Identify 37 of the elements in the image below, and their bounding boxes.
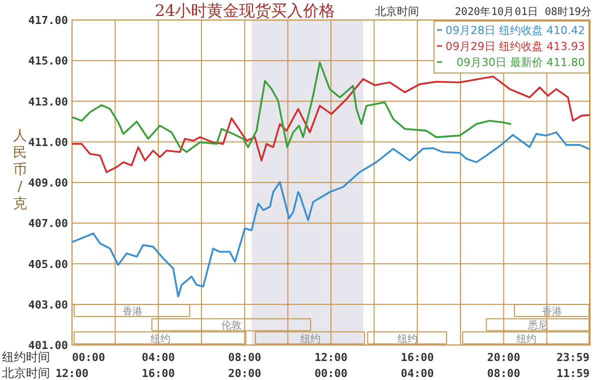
y-tick-label: 409.00 <box>28 176 68 190</box>
x2-tick-label: 16:00 <box>142 367 175 380</box>
annotation: 伦敦 <box>222 320 242 332</box>
chart-subtitle: 北京时间 <box>375 5 419 18</box>
x-tick-label: 08:00 <box>228 351 262 364</box>
x2-tick-label: 11:59 <box>556 367 590 380</box>
x2-tick-label: 20:00 <box>228 367 262 380</box>
y-tick-label: 415.00 <box>28 54 68 68</box>
y-tick-label: 407.00 <box>28 217 68 230</box>
x-tick-label: 23:59 <box>556 351 590 364</box>
x2-tick-label: 12:00 <box>55 367 89 380</box>
y-tick-label: 405.00 <box>28 258 68 271</box>
x-tick-label: 00:00 <box>72 351 106 364</box>
x-tick-label: 12:00 <box>314 351 348 364</box>
y-tick-label: 401.00 <box>28 339 68 352</box>
annotation: 纽约 <box>398 332 418 345</box>
x2-tick-label: 08:00 <box>487 367 520 380</box>
y-axis-title: 人民币/克 <box>13 128 27 212</box>
x-tick-label: 04:00 <box>142 351 175 364</box>
x-axis-title: 纽约时间 <box>2 350 50 364</box>
chart-title: 24小时黄金现货买入价格 <box>154 1 336 20</box>
x-tick-label: 20:00 <box>487 351 520 364</box>
legend-label: 09月30日 最新价 411.80 <box>456 56 585 69</box>
x2-axis-title: 北京时间 <box>2 366 50 380</box>
text: 2020年10月01日 08时19分 <box>454 5 592 18</box>
x2-tick-label: 00:00 <box>314 367 348 380</box>
legend-label: 09月28日 纽约收盘 410.42 <box>446 24 585 37</box>
y-tick-label: 417.00 <box>28 14 68 27</box>
annotation: 香港 <box>122 305 142 318</box>
legend-label: 09月29日 纽约收盘 413.93 <box>446 40 585 53</box>
y-tick-label: 411.00 <box>28 136 68 149</box>
annotation: 纽约 <box>516 332 536 345</box>
annotation: 纽约 <box>300 332 320 345</box>
y-tick-label: 403.00 <box>28 298 68 312</box>
x-tick-label: 16:00 <box>400 351 434 364</box>
y-tick-label: 413.00 <box>28 95 68 108</box>
x2-tick-label: 04:00 <box>400 367 434 380</box>
